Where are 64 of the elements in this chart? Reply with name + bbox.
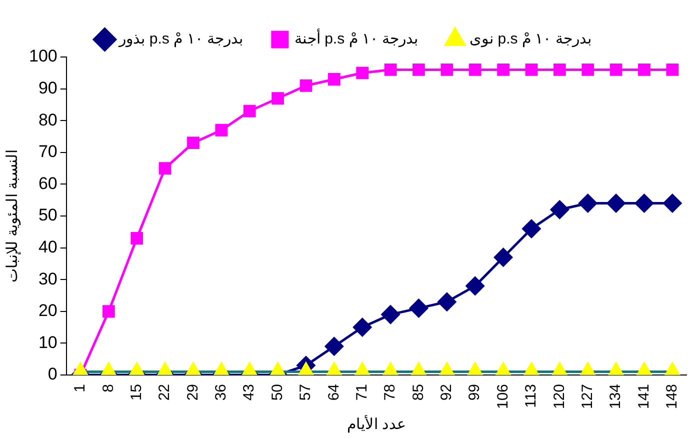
point bbox=[634, 194, 654, 213]
y-axis-title: النسبة المئوية للإنبات bbox=[4, 149, 22, 283]
y-tick-label: 30 bbox=[38, 269, 58, 288]
point bbox=[215, 124, 228, 136]
point bbox=[130, 232, 144, 244]
point bbox=[553, 64, 566, 76]
point bbox=[522, 219, 541, 238]
x-tick-label: 15 bbox=[128, 384, 145, 401]
point bbox=[663, 194, 682, 213]
point bbox=[328, 73, 340, 86]
point bbox=[497, 64, 510, 76]
y-tick-label: 100 bbox=[28, 46, 58, 66]
legend-label: أجنة p.s بدرجة ١٠ مْ bbox=[294, 28, 418, 48]
x-tick-label: 71 bbox=[353, 384, 370, 401]
point bbox=[550, 200, 569, 219]
x-tick-label: 106 bbox=[494, 384, 512, 410]
point bbox=[243, 104, 256, 118]
point bbox=[606, 194, 626, 213]
point bbox=[468, 64, 482, 76]
x-tick-label: 92 bbox=[438, 384, 456, 401]
x-tick-label: 85 bbox=[410, 384, 427, 401]
point bbox=[356, 66, 369, 80]
y-tick-label: 40 bbox=[38, 237, 58, 256]
y-tick-label: 0 bbox=[48, 364, 58, 384]
x-tick-label: 120 bbox=[550, 384, 568, 410]
y-tick-label: 20 bbox=[38, 301, 58, 320]
x-tick-label: 99 bbox=[466, 384, 484, 401]
point bbox=[412, 64, 425, 76]
point bbox=[300, 79, 312, 92]
x-tick-label: 29 bbox=[184, 384, 202, 401]
x-tick-label: 78 bbox=[382, 384, 399, 401]
x-tick-label: 64 bbox=[325, 384, 342, 401]
legend-label: بذور p.s بدرجة ١٠ مْ bbox=[118, 30, 243, 48]
legend-label: نوى p.s بدرجة ١٠ مْ bbox=[470, 30, 592, 48]
point bbox=[272, 92, 284, 105]
y-tick-label: 10 bbox=[38, 332, 58, 352]
x-tick-label: 113 bbox=[522, 384, 540, 408]
point bbox=[525, 64, 538, 76]
y-tick-label: 90 bbox=[38, 78, 58, 98]
x-tick-label: 127 bbox=[578, 384, 596, 410]
point bbox=[638, 64, 650, 76]
point bbox=[158, 162, 172, 174]
point bbox=[666, 64, 679, 76]
y-tick-label: 50 bbox=[38, 206, 58, 225]
y-tick-label: 70 bbox=[38, 142, 58, 162]
x-tick-label: 43 bbox=[240, 384, 258, 401]
x-tick-label: 141 bbox=[635, 384, 652, 410]
point bbox=[610, 64, 622, 76]
x-tick-label: 8 bbox=[100, 384, 117, 392]
x-tick-label: 50 bbox=[268, 384, 286, 401]
x-tick-label: 22 bbox=[156, 384, 174, 401]
point bbox=[582, 64, 594, 76]
x-tick-label: 148 bbox=[664, 384, 681, 410]
point bbox=[440, 64, 454, 76]
x-axis-title: عدد الأيام bbox=[346, 415, 406, 434]
y-tick-label: 80 bbox=[38, 110, 58, 130]
point bbox=[578, 194, 598, 213]
x-tick-label: 134 bbox=[607, 384, 624, 410]
y-tick-label: 60 bbox=[38, 174, 58, 193]
x-tick-label: 57 bbox=[297, 384, 314, 401]
x-tick-label: 1 bbox=[72, 384, 89, 392]
x-tick-label: 36 bbox=[212, 384, 230, 401]
point bbox=[384, 64, 397, 76]
point bbox=[187, 136, 200, 150]
